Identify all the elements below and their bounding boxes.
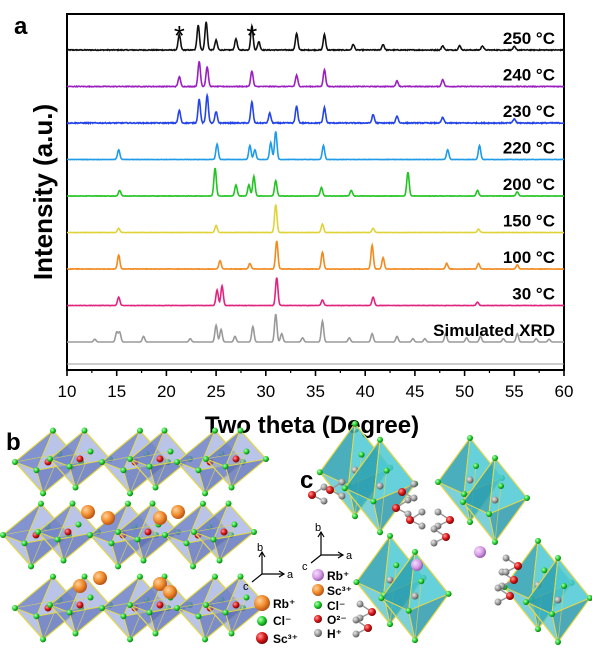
series-label: 250 °C [503,29,555,48]
x-tick-label: 40 [356,382,375,401]
water-ligand [326,478,346,500]
series-line [66,204,565,234]
series-label: 230 °C [503,102,555,121]
series-label: Simulated XRD [433,321,555,340]
chart-annotations: * * [174,20,258,51]
water-ligand [356,600,376,622]
water-ligand [398,480,418,502]
water-ligand [494,584,514,606]
x-tick-label: 60 [555,382,574,401]
panel-b-legend: Rb⁺ Cl⁻ Sc³⁺ [254,595,298,646]
x-tick-label: 50 [455,382,474,401]
rb-ion [101,511,115,525]
panel-c-axis-a: a [346,550,353,562]
panel-c-axis-b: b [315,522,321,534]
panel-b-axis-b: b [257,542,263,554]
water-ligand [502,554,522,576]
legend-c-rb-marker [312,569,324,581]
legend-c-cl-marker [314,601,322,609]
legend-b-sc-marker [256,632,268,644]
series-line [66,61,565,89]
legend-c-rb-label: Rb⁺ [327,569,349,583]
water-ligand [308,483,328,505]
water-ligand [352,616,372,638]
water-ligand [434,508,454,530]
panel-b-structure [0,427,269,643]
series-line [66,92,565,126]
legend-b-rb-marker [254,595,270,611]
water-ligand [406,508,426,530]
rb-ion [411,559,423,571]
panel-b-axis-c: c [243,581,249,593]
legend-c-o-label: O²⁻ [327,613,347,627]
rb-ion [153,511,167,525]
rb-ion [171,505,185,519]
panel-label-b: b [6,429,21,456]
octahedron [460,455,530,545]
rb-ion [153,577,167,591]
impurity-asterisk: * [174,20,185,51]
water-ligand [430,525,450,547]
legend-b-sc-label: Sc³⁺ [273,632,298,646]
panel-b-axes [251,550,286,583]
x-tick-label: 25 [207,382,226,401]
octahedron [341,436,419,536]
rb-ion [93,571,107,585]
water-ligand [498,568,518,590]
x-tick-label: 55 [505,382,524,401]
panel-label-c: c [300,467,313,494]
x-tick-label: 45 [405,382,424,401]
rb-ion [73,579,87,593]
legend-c-sc-marker [312,584,324,596]
panel-c-axes [310,530,345,564]
series-line [66,240,565,271]
series-label: 30 °C [512,285,555,304]
octahedron [203,427,269,491]
legend-c-h-label: H⁺ [327,627,342,641]
series-label: 200 °C [503,175,555,194]
rb-ion [474,546,486,558]
y-axis-label: Intensity (a.u.) [28,104,58,280]
x-tick-label: 35 [306,382,325,401]
series-label: 240 °C [503,66,555,85]
series-label: 100 °C [503,248,555,267]
series-line [66,21,565,52]
impurity-asterisk: * [246,20,257,51]
legend-c-o-marker [314,615,322,623]
x-tick-label: 15 [107,382,126,401]
series-label: 220 °C [503,139,555,158]
rb-ion [81,505,95,519]
x-tick-label: 30 [256,382,275,401]
panel-b-axis-a: a [287,569,294,581]
legend-b-cl-label: Cl⁻ [273,614,291,628]
x-tick-label: 10 [58,382,77,401]
legend-c-sc-label: Sc³⁺ [327,584,352,598]
legend-c-cl-label: Cl⁻ [327,599,345,613]
x-tick-label: 20 [157,382,176,401]
rb-ion [163,585,177,599]
octahedron [203,573,269,637]
legend-c-h-marker [314,629,322,637]
octahedron [378,548,452,644]
water-ligand [392,496,412,518]
panel-c-axis-c: c [302,561,308,573]
series-line [66,167,565,198]
plot-frame [66,13,565,371]
octahedron [523,555,592,645]
legend-b-cl-marker [257,616,267,626]
series-line [66,131,565,161]
legend-b-rb-label: Rb⁺ [273,597,295,611]
chart-series: 250 °C 240 °C 230 °C 220 °C 200 °C 150 °C 100 … [66,21,565,365]
panel-c-legend: Rb⁺ Sc³⁺ Cl⁻ O²⁻ H⁺ [312,569,352,641]
octahedron [191,500,257,564]
series-line [66,277,565,307]
panel-label-a: a [14,13,28,40]
panel-c-structure [308,420,592,645]
x-axis: 10 15 20 25 30 35 40 45 50 55 60 [58,370,574,401]
series-label: 150 °C [503,212,555,231]
series-line [67,313,564,343]
